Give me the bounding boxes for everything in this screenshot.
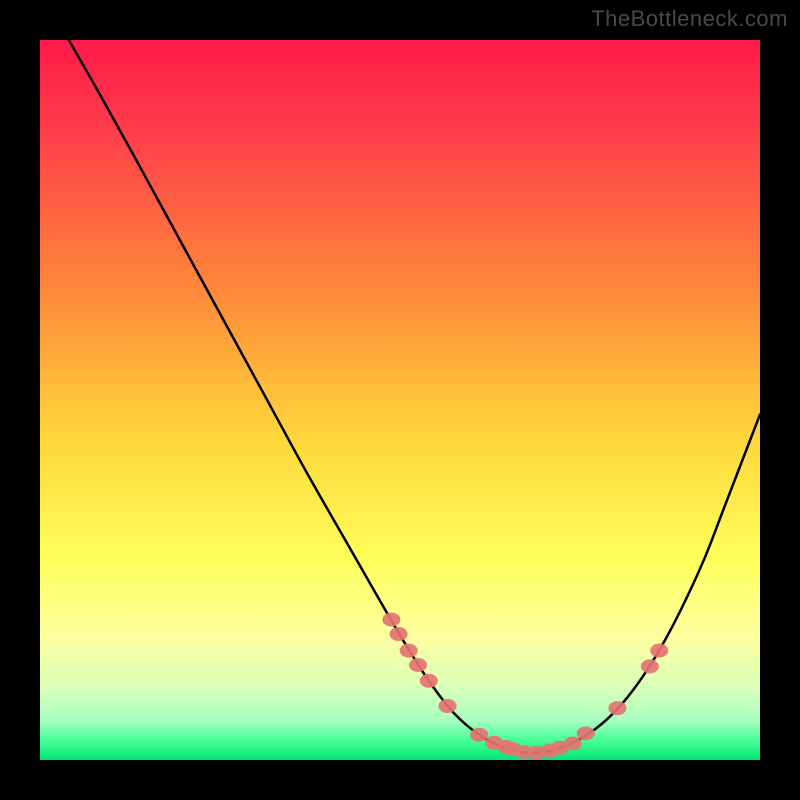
- data-marker: [564, 736, 582, 750]
- data-marker: [577, 726, 595, 740]
- data-marker: [650, 644, 668, 658]
- data-marker: [390, 627, 408, 641]
- bottleneck-chart: [0, 0, 800, 800]
- chart-stage: TheBottleneck.com: [0, 0, 800, 800]
- data-marker: [420, 674, 438, 688]
- data-marker: [400, 644, 418, 658]
- data-marker: [641, 659, 659, 673]
- data-marker: [382, 613, 400, 627]
- data-marker: [608, 701, 626, 715]
- data-marker: [409, 658, 427, 672]
- data-marker: [470, 728, 488, 742]
- data-marker: [439, 699, 457, 713]
- watermark-text: TheBottleneck.com: [591, 6, 788, 32]
